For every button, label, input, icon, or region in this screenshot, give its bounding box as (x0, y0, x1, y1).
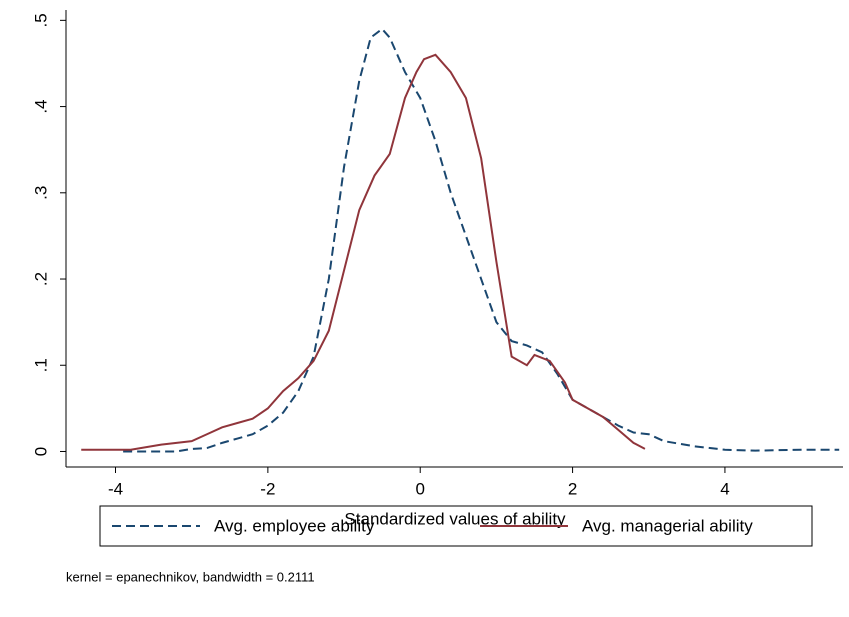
legend-label: Avg. managerial ability (582, 516, 753, 535)
note: kernel = epanechnikov, bandwidth = 0.211… (66, 569, 315, 584)
x-tick-label: 2 (568, 479, 577, 498)
legend-label: Avg. employee ability (214, 516, 375, 535)
y-tick-label: .1 (31, 358, 50, 372)
series-line (81, 53, 646, 451)
series-line (123, 27, 840, 453)
y-tick-label: 0 (31, 447, 50, 456)
y-tick-label: .3 (31, 186, 50, 200)
x-tick-label: 4 (720, 479, 729, 498)
legend-box (99, 505, 813, 547)
y-tick-label: .2 (31, 272, 50, 286)
y-tick-label: .5 (31, 13, 50, 27)
x-tick-label: -2 (260, 479, 275, 498)
y-tick-label: .4 (31, 99, 50, 113)
x-axis-label: Standardized values of ability (344, 509, 566, 528)
x-tick-label: -4 (108, 479, 123, 498)
x-tick-label: 0 (415, 479, 424, 498)
